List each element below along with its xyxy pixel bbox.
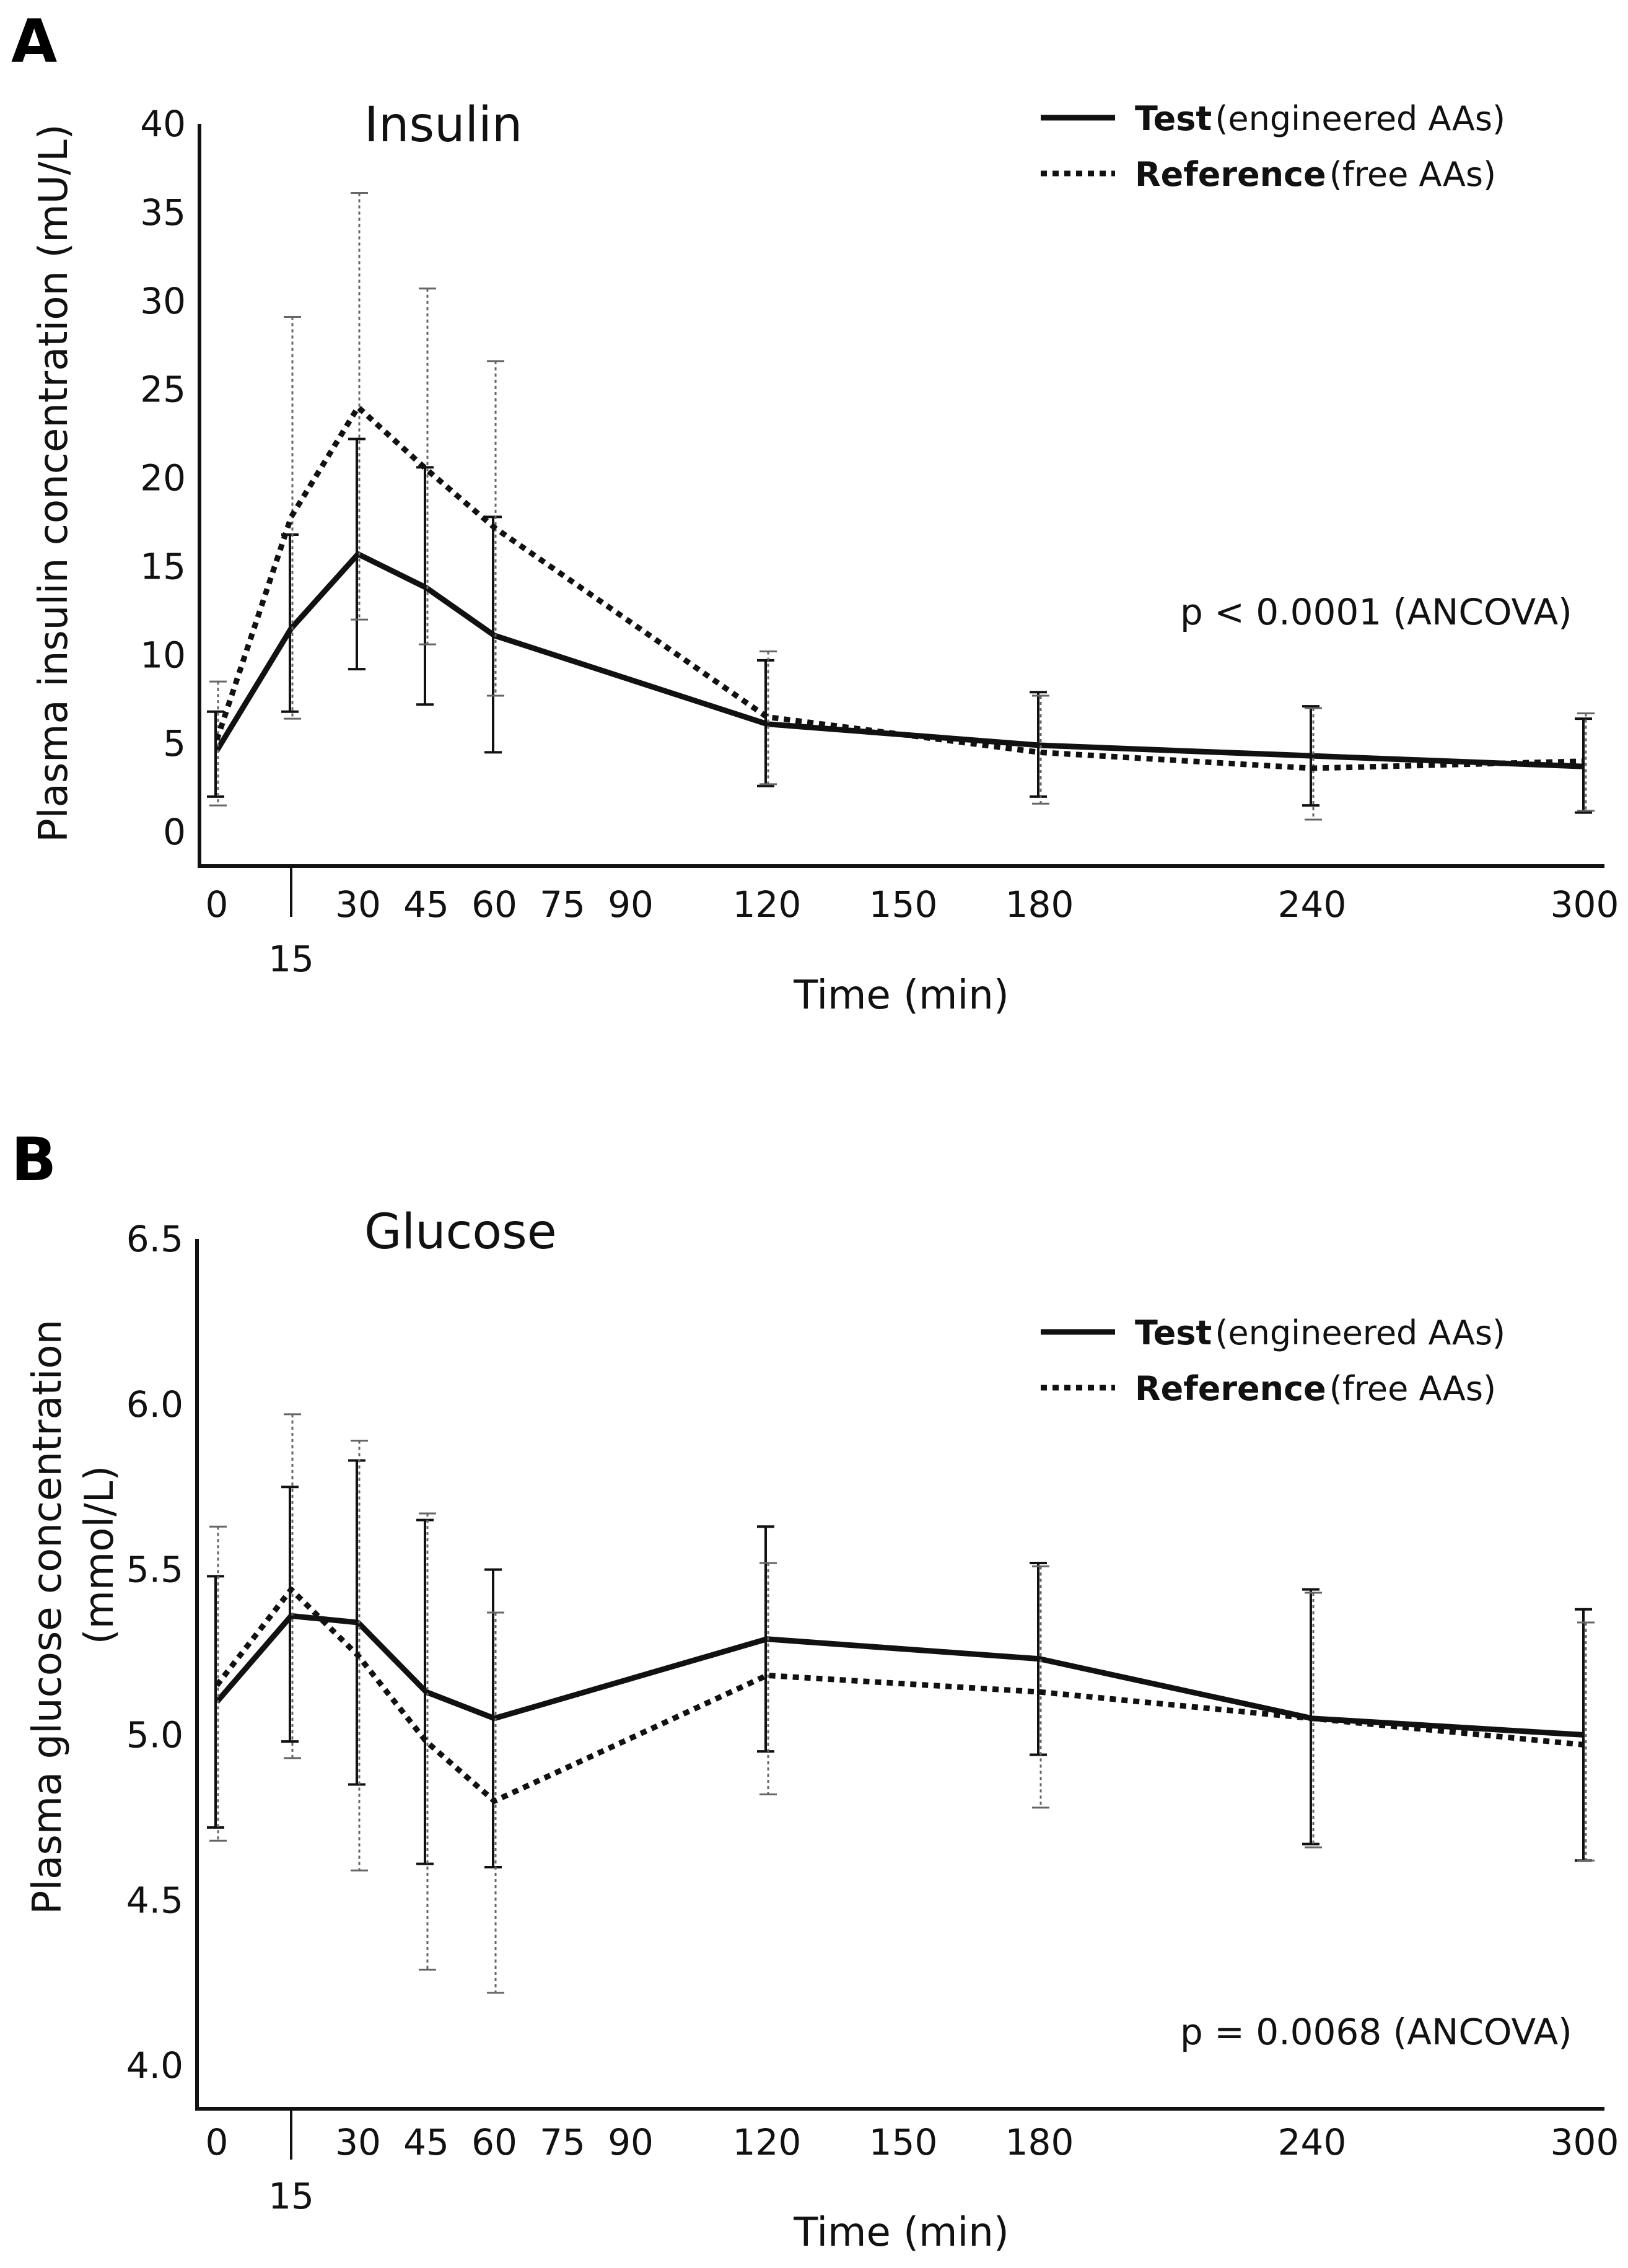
glucose-x-tick-label: 180 [1005, 2121, 1074, 2163]
insulin-x-tick-label: 150 [869, 883, 938, 926]
insulin-y-axis-label: Plasma insulin concentration (mU/L) [31, 124, 77, 843]
glucose-x-tick-label: 60 [471, 2121, 517, 2163]
glucose-chart-title: Glucose [364, 1204, 557, 1260]
panel-b: B Glucose 4.0 4.5 5.0 5.5 6.0 6.5 0 15 30 45 60 75 9… [11, 1125, 1619, 2256]
insulin-test-series-line [214, 551, 1585, 769]
insulin-plot-area: 0 5 10 15 20 25 30 35 40 0 15 30 45 60 75 90 120 150 180 24… [140, 103, 1619, 980]
legend-reference-entry: Reference (free AAs) [1135, 155, 1496, 194]
glucose-x-tick-label: 150 [869, 2121, 938, 2163]
glucose-p-value: p = 0.0068 (ANCOVA) [1180, 2011, 1572, 2053]
glucose-x-tick-label: 75 [540, 2121, 585, 2163]
insulin-y-tick-label: 5 [163, 722, 186, 764]
insulin-y-tick-label: 10 [140, 634, 186, 676]
insulin-y-tick-label: 15 [140, 545, 186, 587]
insulin-x-tick-label: 0 [206, 883, 229, 926]
insulin-chart-title: Insulin [364, 97, 522, 153]
insulin-y-tick-label: 25 [140, 369, 186, 411]
insulin-x-tick-label: 30 [335, 883, 381, 926]
panel-a-label: A [11, 7, 57, 76]
insulin-reference-series-line [214, 404, 1585, 771]
insulin-p-value: p < 0.0001 (ANCOVA) [1180, 591, 1572, 633]
insulin-x-tick-label: 90 [608, 883, 654, 926]
glucose-y-axis-label-line-1: Plasma glucose concentration [25, 1320, 71, 1914]
insulin-x-tick-label: 240 [1278, 883, 1347, 926]
glucose-y-tick-label: 5.0 [126, 1714, 183, 1756]
legend-test-entry: Test (engineered AAs) [1135, 99, 1505, 138]
glucose-x-tick-label: 45 [403, 2121, 449, 2163]
insulin-x-tick-label: 60 [471, 883, 517, 926]
legend-reference-entry: Reference (free AAs) [1135, 1369, 1496, 1408]
legend-test-entry: Test (engineered AAs) [1135, 1313, 1505, 1352]
insulin-x-tick-label: 75 [540, 883, 585, 926]
insulin-y-tick-label: 30 [140, 280, 186, 322]
panel-a: A Insulin 0 5 10 15 20 25 30 35 40 0 15 30 45 60 75 90 1… [11, 7, 1619, 1018]
glucose-x-tick-label: 120 [733, 2121, 802, 2163]
glucose-y-tick-label: 6.5 [126, 1218, 183, 1260]
glucose-test-series-line [214, 1613, 1585, 1738]
glucose-y-tick-label: 5.5 [126, 1549, 183, 1591]
insulin-y-tick-label: 40 [140, 103, 186, 145]
glucose-y-axis-label-line-2: (mmol/L) [77, 1466, 123, 1645]
glucose-x-tick-label: 0 [206, 2121, 229, 2163]
glucose-reference-series-line [214, 1587, 1585, 1804]
glucose-y-tick-label: 4.5 [126, 1879, 183, 1921]
glucose-x-tick-label: 240 [1278, 2121, 1347, 2163]
insulin-x-axis-label: Time (min) [793, 973, 1009, 1018]
glucose-y-tick-label: 4.0 [126, 2044, 183, 2086]
glucose-plot-area: 4.0 4.5 5.0 5.5 6.0 6.5 0 15 30 45 60 75 90 120 150 180… [126, 1218, 1619, 2217]
glucose-x-tick-label: 300 [1551, 2121, 1619, 2163]
insulin-x-tick-label: 300 [1551, 883, 1619, 926]
insulin-x-tick-label: 180 [1005, 883, 1074, 926]
glucose-x-axis-label: Time (min) [793, 2210, 1009, 2256]
glucose-x-tick-label: 30 [335, 2121, 381, 2163]
insulin-x-tick-label: 120 [733, 883, 802, 926]
insulin-y-tick-label: 0 [163, 811, 186, 853]
panel-b-label: B [11, 1125, 56, 1194]
insulin-legend: Test (engineered AAs) Reference (free AA… [1041, 99, 1505, 194]
glucose-y-tick-label: 6.0 [126, 1383, 183, 1425]
insulin-x-tick-label: 15 [268, 938, 314, 980]
insulin-y-tick-label: 20 [140, 457, 186, 499]
glucose-x-tick-label: 90 [608, 2121, 654, 2163]
insulin-x-tick-label: 45 [403, 883, 449, 926]
insulin-y-tick-label: 35 [140, 191, 186, 234]
glucose-legend: Test (engineered AAs) Reference (free AA… [1041, 1313, 1505, 1408]
glucose-x-tick-label: 15 [268, 2175, 314, 2217]
